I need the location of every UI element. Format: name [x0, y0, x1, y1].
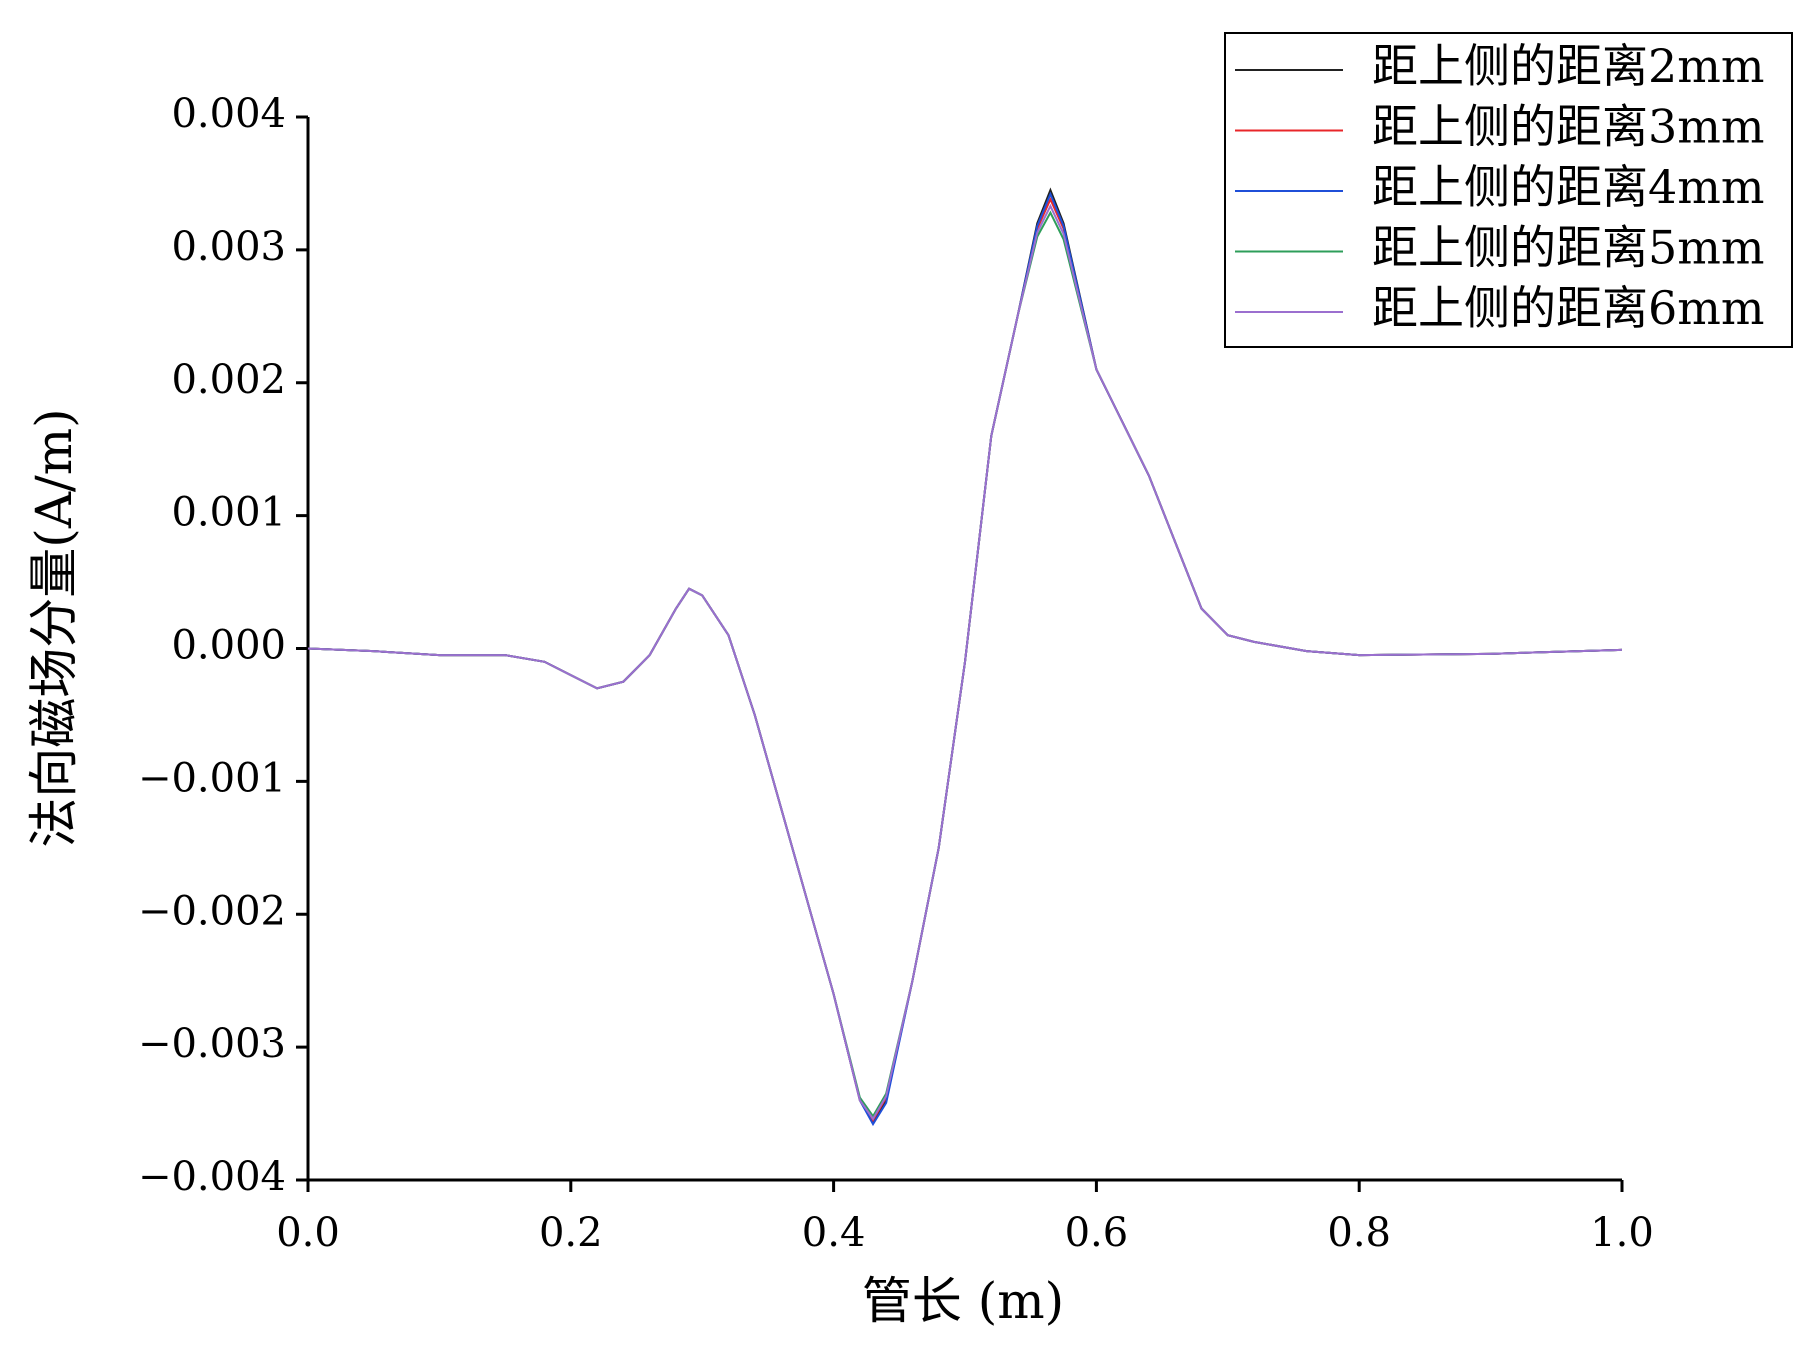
y-tick-label: −0.003 — [138, 1021, 286, 1067]
x-tick-label: 0.0 — [276, 1210, 340, 1256]
x-tick-label: 1.0 — [1590, 1210, 1654, 1256]
legend-label: 距上侧的距离3mm — [1372, 100, 1765, 154]
legend-label: 距上侧的距离5mm — [1372, 221, 1765, 275]
x-tick-label: 0.8 — [1327, 1210, 1391, 1256]
y-tick-label: −0.004 — [138, 1154, 286, 1200]
y-tick-label: 0.000 — [171, 623, 286, 669]
y-tick-label: −0.002 — [138, 888, 286, 934]
y-tick-label: 0.004 — [171, 91, 286, 137]
x-tick-label: 0.4 — [802, 1210, 866, 1256]
y-axis-title: 法向磁场分量(A/m) — [25, 408, 83, 847]
y-tick-label: 0.002 — [171, 357, 286, 403]
legend-label: 距上侧的距离2mm — [1372, 39, 1765, 93]
x-tick-label: 0.2 — [539, 1210, 603, 1256]
series-line — [307, 203, 1623, 1121]
x-tick-label: 0.6 — [1065, 1210, 1129, 1256]
y-tick-label: 0.003 — [171, 224, 286, 270]
y-tick-label: 0.001 — [171, 490, 286, 536]
legend-label: 距上侧的距离4mm — [1372, 160, 1765, 214]
y-tick-label: −0.001 — [138, 755, 286, 801]
legend-label: 距上侧的距离6mm — [1372, 281, 1765, 335]
x-axis-title: 管长 (m) — [862, 1272, 1064, 1330]
